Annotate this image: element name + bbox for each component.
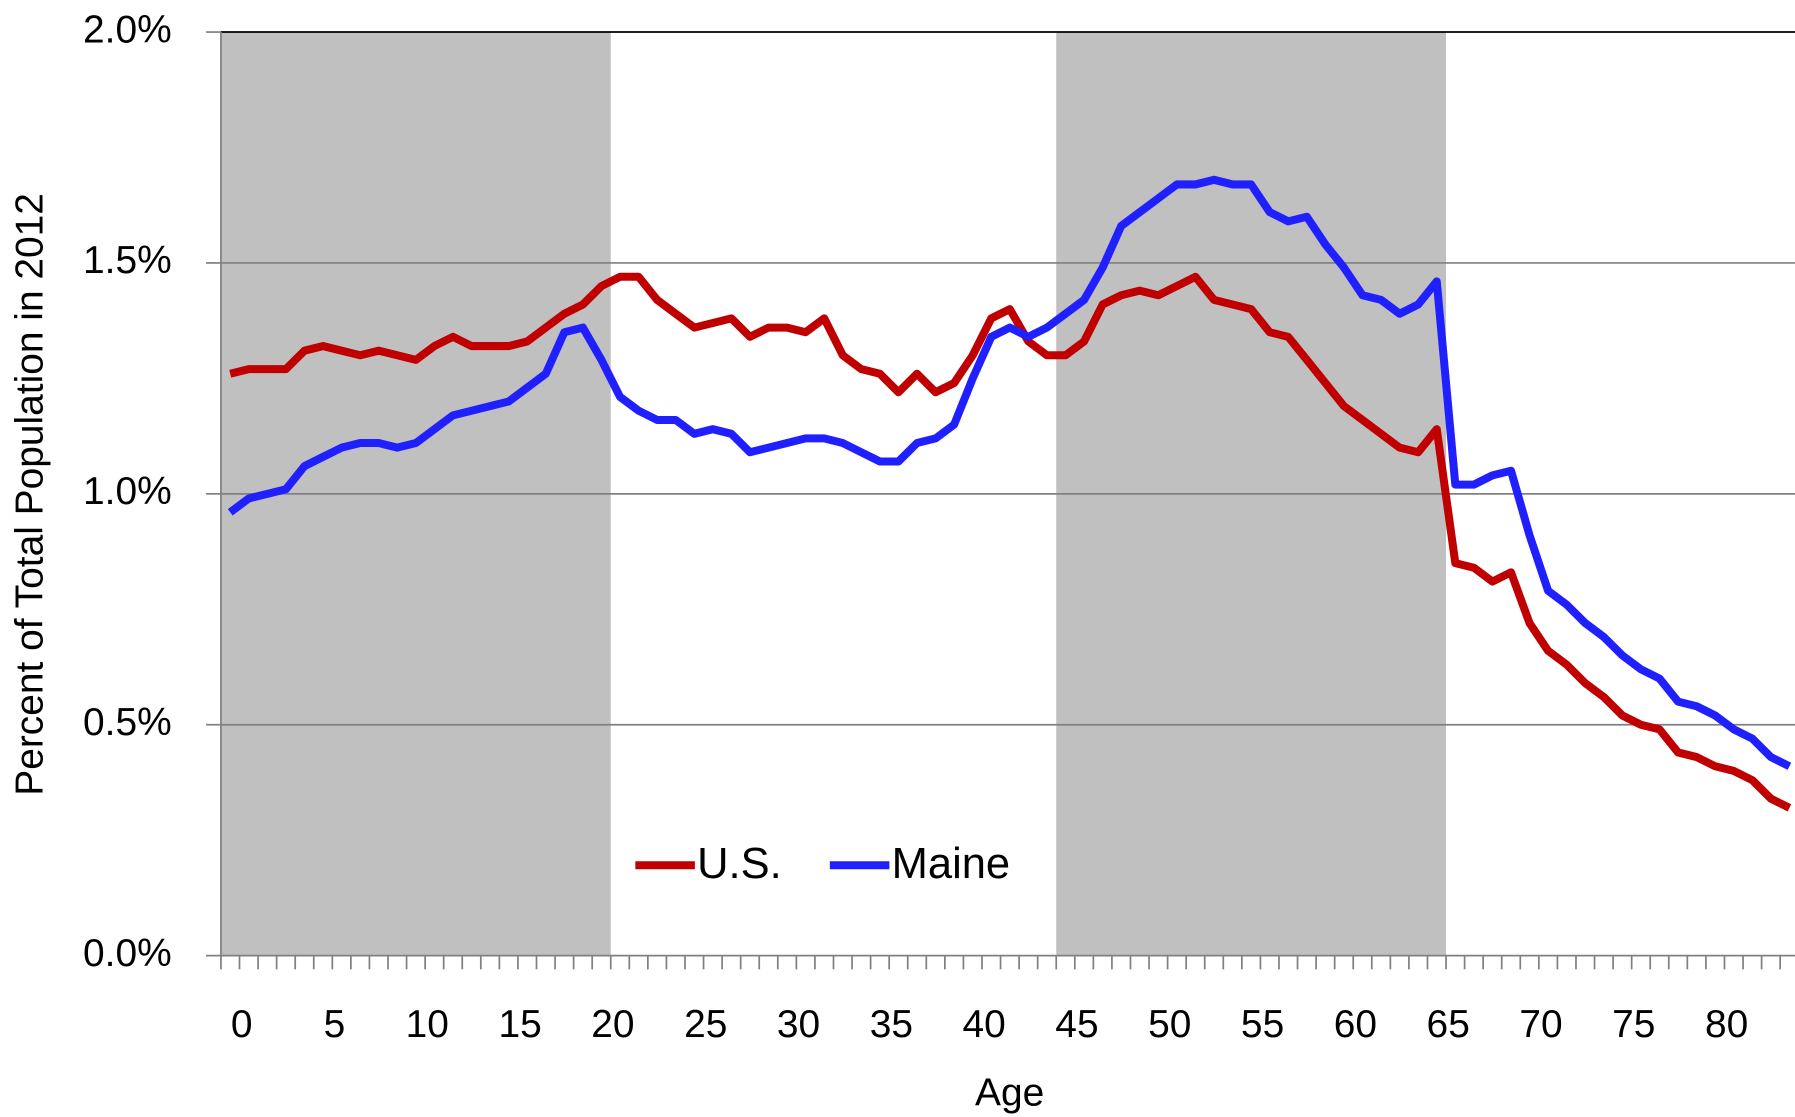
x-tick-label: 5 bbox=[324, 1003, 346, 1046]
x-tick-label: 65 bbox=[1427, 1003, 1470, 1046]
x-tick-label: 45 bbox=[1055, 1003, 1098, 1046]
x-tick-label: 70 bbox=[1519, 1003, 1562, 1046]
x-tick-label: 15 bbox=[498, 1003, 541, 1046]
x-axis-title: Age bbox=[975, 1072, 1044, 1115]
x-tick-label: 80 bbox=[1705, 1003, 1748, 1046]
x-tick-label: 20 bbox=[591, 1003, 634, 1046]
y-tick-label: 2.0% bbox=[83, 8, 172, 51]
series-line bbox=[227, 175, 1792, 770]
x-tick-label: 40 bbox=[963, 1003, 1006, 1046]
y-tick-label: 1.0% bbox=[83, 470, 172, 513]
y-tick-label: 0.0% bbox=[83, 932, 172, 975]
y-axis-title: Percent of Total Population in 2012 bbox=[8, 193, 51, 796]
series-line bbox=[229, 272, 1792, 812]
x-tick-label: 60 bbox=[1334, 1003, 1377, 1046]
x-tick-label: 50 bbox=[1148, 1003, 1191, 1046]
legend-label: U.S. bbox=[697, 840, 782, 888]
y-tick-label: 1.5% bbox=[83, 239, 172, 282]
x-tick-label: 35 bbox=[870, 1003, 913, 1046]
x-tick-label: 0 bbox=[231, 1003, 253, 1046]
x-tick-label: 55 bbox=[1241, 1003, 1284, 1046]
x-tick-label: 10 bbox=[406, 1003, 449, 1046]
y-tick-label: 0.5% bbox=[83, 701, 172, 744]
x-tick-label: 30 bbox=[777, 1003, 820, 1046]
x-tick-label: 75 bbox=[1612, 1003, 1655, 1046]
legend-label: Maine bbox=[892, 840, 1010, 888]
x-tick-label: 25 bbox=[684, 1003, 727, 1046]
